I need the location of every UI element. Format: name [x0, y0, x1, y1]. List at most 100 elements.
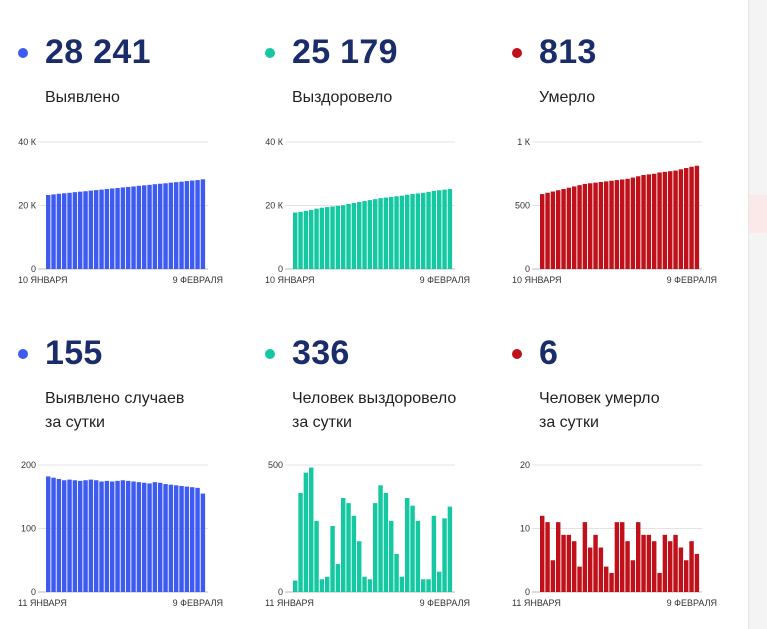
bar	[152, 184, 158, 269]
bar	[572, 541, 577, 592]
bar	[389, 520, 394, 592]
bar	[566, 534, 572, 592]
y-tick-label: 1 К	[517, 137, 531, 147]
stat-label: Выздоровело	[292, 89, 393, 106]
y-tick-label: 200	[21, 460, 36, 470]
stat-label: Умерло	[539, 89, 596, 106]
bar	[174, 485, 179, 592]
bar	[136, 185, 142, 269]
y-tick-label: 0	[31, 264, 36, 274]
y-tick-label: 0	[525, 264, 530, 274]
bar	[437, 190, 442, 269]
y-tick-label: 40 К	[18, 137, 37, 147]
bar-chart: 0 20 К 40 К 10 ЯНВАРЯ 9 ФЕВРАЛЯ	[18, 137, 223, 285]
bar	[421, 579, 426, 592]
bar	[357, 541, 362, 592]
x-start-label: 11 ЯНВАРЯ	[512, 598, 561, 608]
bar	[104, 480, 110, 592]
x-start-label: 11 ЯНВАРЯ	[265, 598, 314, 608]
bar	[582, 522, 588, 592]
bar	[94, 480, 99, 592]
y-tick-label: 500	[268, 460, 283, 470]
bar	[184, 486, 190, 592]
bar	[604, 181, 609, 269]
bar	[303, 472, 309, 592]
x-end-label: 9 ФЕВРАЛЯ	[667, 598, 717, 608]
legend-dot	[512, 48, 522, 58]
bar	[78, 480, 83, 592]
bar	[120, 480, 126, 592]
bar	[72, 480, 78, 592]
bar	[636, 176, 641, 269]
bar	[335, 564, 341, 592]
bar	[604, 566, 609, 592]
bar	[598, 182, 604, 269]
x-end-label: 9 ФЕВРАЛЯ	[173, 598, 223, 608]
bar	[184, 181, 190, 269]
bar	[561, 534, 566, 592]
bar	[163, 183, 168, 269]
bar	[330, 206, 335, 269]
bar	[383, 492, 389, 592]
y-tick-label: 0	[31, 587, 36, 597]
bar	[83, 480, 88, 592]
bar	[94, 190, 99, 269]
stat-label: Выявлено	[45, 89, 120, 106]
bar	[158, 183, 163, 269]
stat-value: 6	[539, 334, 559, 372]
bar	[614, 522, 620, 592]
bar	[174, 182, 179, 269]
legend-dot	[18, 349, 28, 359]
bar	[620, 522, 625, 592]
bar	[335, 205, 341, 269]
bar	[389, 196, 394, 269]
x-start-label: 10 ЯНВАРЯ	[18, 275, 68, 285]
stat-value: 336	[292, 334, 350, 372]
bar	[646, 534, 652, 592]
stat-value: 25 179	[292, 33, 398, 71]
bar	[330, 525, 335, 592]
bar	[314, 208, 319, 269]
x-end-label: 9 ФЕВРАЛЯ	[420, 598, 470, 608]
bar	[636, 522, 641, 592]
bar	[426, 579, 431, 592]
bar	[293, 580, 298, 592]
y-tick-label: 20 К	[265, 201, 284, 211]
bar	[556, 522, 561, 592]
bar	[51, 194, 56, 269]
bar	[46, 476, 51, 592]
bar	[168, 182, 174, 269]
bar-chart: 0 500 1 К 10 ЯНВАРЯ 9 ФЕВРАЛЯ	[512, 137, 717, 285]
bar	[190, 180, 195, 269]
bar	[314, 520, 319, 592]
bar	[577, 185, 582, 269]
bar	[115, 188, 120, 269]
x-end-label: 9 ФЕВРАЛЯ	[667, 275, 717, 285]
bar	[550, 191, 556, 269]
bar	[325, 207, 330, 269]
bar	[110, 481, 115, 592]
bar	[598, 547, 604, 592]
bar	[431, 515, 437, 592]
legend-dot	[18, 48, 28, 58]
bar	[83, 191, 88, 269]
bar	[190, 487, 195, 592]
bar	[684, 560, 689, 592]
legend-dot	[265, 349, 275, 359]
bar	[115, 480, 120, 592]
y-tick-label: 500	[515, 201, 530, 211]
bar	[362, 576, 367, 592]
bar	[200, 493, 206, 592]
page-edge-strip	[748, 0, 767, 629]
bar	[147, 483, 152, 592]
bar	[373, 503, 378, 592]
bar	[625, 541, 630, 592]
bar	[410, 194, 415, 269]
bar	[405, 194, 410, 269]
bar	[319, 207, 325, 269]
bar	[62, 193, 67, 269]
bar	[426, 191, 431, 269]
bar-chart: 0 20 К 40 К 10 ЯНВАРЯ 9 ФЕВРАЛЯ	[265, 137, 470, 285]
bar	[614, 180, 620, 269]
bar	[346, 203, 351, 269]
